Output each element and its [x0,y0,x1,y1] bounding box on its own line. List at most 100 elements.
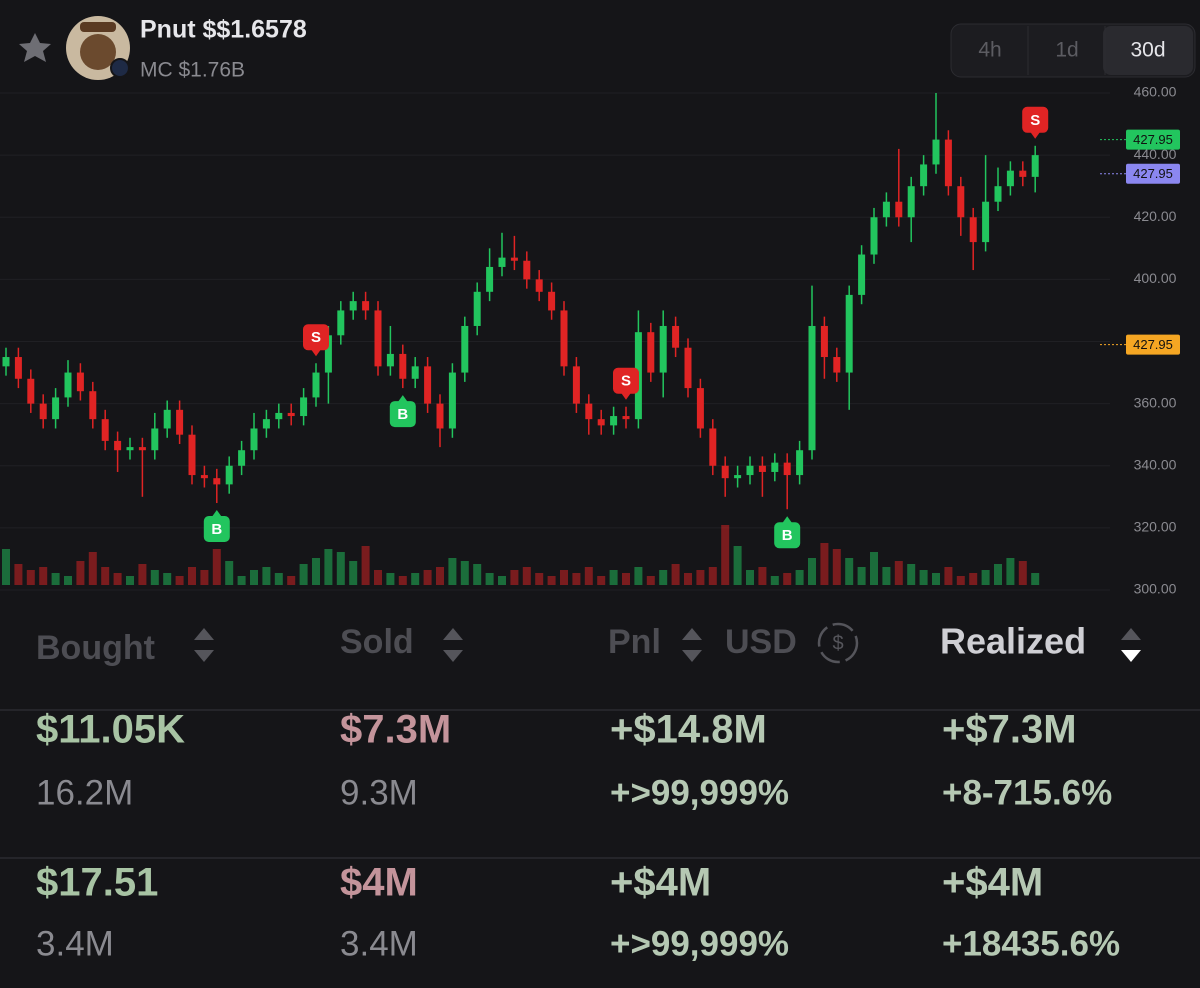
trade-marker: B [203,510,230,543]
candle-body [225,465,233,485]
amount: +$14.8M [610,708,767,752]
volume-bar [460,561,469,585]
quantity: +>99,999% [610,773,789,812]
column-header[interactable]: Bought [36,629,155,667]
volume-bar [76,561,85,585]
candle-body [374,310,382,367]
marker-pointer [211,510,222,518]
volume-bar [138,564,147,585]
column-header[interactable]: USD [725,623,797,661]
volume-bar [14,564,23,585]
candle-body [523,260,531,280]
volume-bar [535,573,544,585]
price-tag-box [1126,163,1180,184]
volume-bar [572,573,581,585]
y-tick-label: 340.00 [1134,456,1177,472]
y-tick-label: 300.00 [1134,581,1177,597]
candle-body [399,353,407,379]
volume-bar [956,576,965,585]
candle-body [1019,170,1027,177]
volume-bar [907,564,916,585]
volume-bar [324,549,333,585]
volume-bar [175,576,184,585]
volume-bar [1031,573,1040,585]
candle-body [213,478,221,485]
volume-bar [820,543,829,585]
volume-bar [299,564,308,585]
candle-body [548,291,556,311]
candle-body [610,416,618,426]
volume-bar [622,573,630,585]
y-tick-label: 420.00 [1134,208,1177,224]
column-header[interactable]: Sold [340,623,414,661]
volume-bar [708,567,717,585]
candle-body [771,462,779,472]
volume-bar [1006,558,1015,585]
sort-icon[interactable] [194,628,214,662]
candle-body [535,279,543,292]
volume-bar [758,567,767,585]
candle-body [250,428,258,451]
amount: $17.51 [36,861,158,905]
volume-bar [981,570,990,585]
candle-body [486,266,494,292]
candle-body [560,310,568,367]
amount: $4M [340,861,418,905]
price-tag: 427.95 [1133,166,1173,181]
column-header[interactable]: Pnl [608,623,661,661]
volume-bar [188,567,196,585]
volume-bar [746,570,754,585]
volume-bar [237,576,246,585]
marker-box [774,522,801,549]
volume-bar [473,564,482,585]
marker-label: S [311,329,321,346]
candle-body [349,301,357,311]
timeframe-button[interactable]: 1d [1055,39,1078,62]
marker-pointer [311,349,321,357]
trade-marker: B [389,395,416,428]
candle-body [882,201,890,218]
quantity: 16.2M [36,773,133,812]
candle-body [386,353,394,367]
candle-body [572,366,580,404]
volume-bar [1018,561,1027,585]
amount: +$7.3M [942,708,1077,752]
candle-body [337,310,345,336]
sort-icon[interactable] [1121,628,1141,662]
sort-icon[interactable] [682,628,702,662]
candle-body [858,254,866,295]
amount: +$4M [610,861,711,905]
timeframe-button[interactable]: 4h [978,39,1001,62]
volume-bar [126,576,134,585]
volume-bar [646,576,655,585]
timeframe-button[interactable]: 30d [1130,39,1165,62]
candle-body [597,419,605,426]
volume-bar [733,546,742,585]
volume-bar [225,561,234,585]
candle-body [833,357,841,373]
column-header[interactable]: Realized [940,621,1086,662]
sort-icon[interactable] [443,628,463,662]
candle-body [659,325,667,373]
volume-bar [547,576,556,585]
candle-body [820,325,828,358]
quantity: 3.4M [36,924,114,963]
candle-body [76,372,84,392]
candle-body [746,465,754,476]
volume-bar [944,567,953,585]
volume-bar [857,567,866,585]
currency-toggle[interactable]: $ [817,622,859,664]
marker-box [1022,106,1049,133]
candle-body [126,447,134,451]
volume-bar [609,570,618,585]
candle-body [969,217,977,243]
candle-body [52,397,60,420]
favorite-star[interactable] [19,33,51,62]
candle-body [473,291,481,326]
candle-body [870,217,878,255]
candle-body [287,412,295,417]
candle-body [907,186,915,218]
volume-bar [870,552,878,585]
volume-bar [498,576,506,585]
